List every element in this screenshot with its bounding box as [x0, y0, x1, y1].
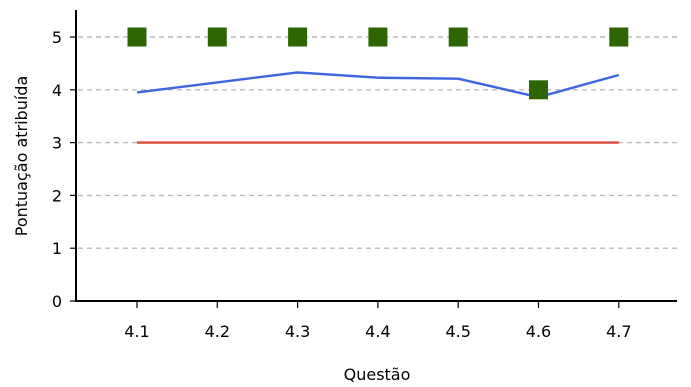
y-axis-title: Pontuação atribuída: [12, 76, 31, 237]
x-tick-label-4.5: 4.5: [445, 322, 470, 341]
x-tick-label-4.2: 4.2: [205, 322, 230, 341]
series-2-marker-4.3: [288, 28, 307, 47]
series-layer: [128, 28, 629, 143]
y-tick-label-4: 4: [52, 81, 62, 100]
x-tick-label-4.1: 4.1: [124, 322, 149, 341]
y-tick-label-1: 1: [52, 239, 62, 258]
y-tick-label-0: 0: [52, 292, 62, 311]
series-2-marker-4.7: [609, 28, 628, 47]
series-2-marker-4.5: [449, 28, 468, 47]
x-tick-label-4.4: 4.4: [365, 322, 390, 341]
series-2-marker-4.4: [368, 28, 387, 47]
x-tick-label-4.6: 4.6: [526, 322, 551, 341]
axes: [75, 10, 677, 302]
y-tick-label-2: 2: [52, 186, 62, 205]
y-tick-label-5: 5: [52, 28, 62, 47]
x-axis-title: Questão: [344, 365, 411, 384]
series-2-marker-4.2: [208, 28, 227, 47]
series-2-marker-4.1: [128, 28, 147, 47]
x-tick-label-4.7: 4.7: [606, 322, 631, 341]
x-tick-label-4.3: 4.3: [285, 322, 310, 341]
series-2-marker-4.6: [529, 80, 548, 99]
y-tick-label-3: 3: [52, 134, 62, 153]
